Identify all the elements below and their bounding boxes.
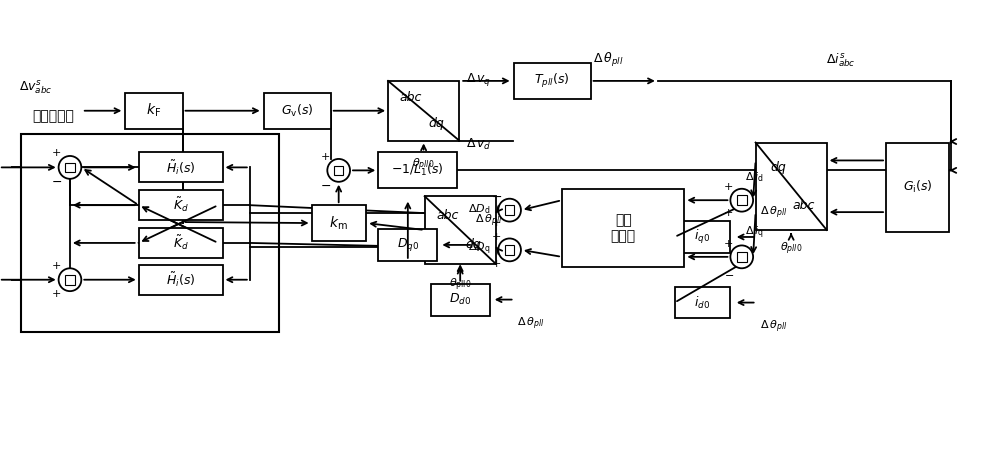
Text: +: +	[492, 218, 501, 228]
Text: dq: dq	[465, 239, 481, 252]
Text: $-$: $-$	[724, 269, 734, 279]
Text: $\Delta\,\theta_{pll}$: $\Delta\,\theta_{pll}$	[517, 315, 544, 332]
Bar	[125, 93, 183, 129]
Bar	[264, 93, 331, 129]
Text: $\Delta D_{\rm d}$: $\Delta D_{\rm d}$	[468, 202, 491, 216]
Text: $\tilde{H}_i(s)$: $\tilde{H}_i(s)$	[166, 158, 195, 177]
Text: $\Delta\,v_q$: $\Delta\,v_q$	[466, 72, 491, 88]
Circle shape	[59, 268, 81, 291]
Text: $\Delta\,v_d$: $\Delta\,v_d$	[466, 137, 492, 152]
Bar	[886, 143, 949, 232]
Text: 电流
控制器: 电流 控制器	[611, 213, 636, 243]
Circle shape	[498, 239, 521, 261]
Bar	[505, 206, 514, 215]
Text: $D_{d0}$: $D_{d0}$	[449, 292, 471, 307]
Text: abc: abc	[793, 199, 815, 212]
Bar	[139, 265, 223, 295]
Text: $\Delta\,\theta_{pll}$: $\Delta\,\theta_{pll}$	[475, 213, 502, 229]
Bar	[139, 190, 223, 220]
Text: $\Delta D_{\rm q}$: $\Delta D_{\rm q}$	[468, 241, 491, 257]
Text: $G_{\rm i}(s)$: $G_{\rm i}(s)$	[903, 179, 932, 195]
Bar	[505, 245, 514, 255]
Text: $-$: $-$	[491, 190, 502, 203]
Bar	[756, 143, 827, 230]
Text: $i_{d0}$: $i_{d0}$	[694, 294, 710, 311]
Text: +: +	[724, 208, 734, 218]
Text: $G_{\rm v}(s)$: $G_{\rm v}(s)$	[281, 103, 313, 119]
Bar	[378, 153, 457, 188]
Bar	[737, 252, 747, 262]
Text: $-1/L_1(s)$: $-1/L_1(s)$	[391, 162, 444, 179]
Circle shape	[730, 189, 753, 212]
Text: $\theta_{\rm pll0}$: $\theta_{\rm pll0}$	[449, 277, 471, 293]
Bar	[139, 153, 223, 182]
Text: $\Delta\,\theta_{pll}$: $\Delta\,\theta_{pll}$	[593, 51, 623, 69]
Text: $i_{q0}$: $i_{q0}$	[694, 228, 710, 246]
Bar	[65, 275, 75, 285]
Bar	[675, 287, 730, 319]
Text: dq: dq	[770, 160, 786, 173]
Circle shape	[327, 159, 350, 182]
Text: +: +	[321, 153, 331, 162]
Text: $T_{pll}(s)$: $T_{pll}(s)$	[534, 72, 570, 90]
Text: +: +	[492, 232, 501, 242]
Text: $\theta_{pll0}$: $\theta_{pll0}$	[780, 241, 802, 257]
Text: abc: abc	[400, 91, 422, 104]
Text: dq: dq	[429, 117, 444, 130]
Bar	[334, 166, 343, 175]
Text: $\Delta\,\theta_{pll}$: $\Delta\,\theta_{pll}$	[760, 318, 787, 335]
Text: $k_{\rm F}$: $k_{\rm F}$	[146, 102, 161, 120]
Bar	[21, 133, 279, 332]
Bar	[737, 195, 747, 205]
Bar	[139, 228, 223, 258]
Text: $\tilde{K}_d$: $\tilde{K}_d$	[173, 196, 189, 214]
Text: $\Delta v^s_{abc}$: $\Delta v^s_{abc}$	[19, 78, 52, 96]
Text: +: +	[724, 239, 734, 249]
Text: $\Delta i^s_{abc}$: $\Delta i^s_{abc}$	[826, 51, 855, 69]
Text: $\Delta\,i_{\rm q}$: $\Delta\,i_{\rm q}$	[745, 225, 763, 241]
Circle shape	[498, 199, 521, 221]
Text: +: +	[51, 148, 61, 159]
Text: $k_{\rm m}$: $k_{\rm m}$	[329, 214, 348, 232]
Text: +: +	[51, 289, 61, 299]
Text: +: +	[724, 182, 734, 192]
Text: $\Delta\,\theta_{pll}$: $\Delta\,\theta_{pll}$	[760, 205, 787, 221]
Text: +: +	[492, 259, 501, 269]
Circle shape	[59, 156, 81, 179]
Text: $\tilde{H}_i(s)$: $\tilde{H}_i(s)$	[166, 271, 195, 289]
Text: $-$: $-$	[51, 175, 62, 188]
Bar	[388, 81, 459, 140]
Bar	[431, 284, 490, 315]
Text: +: +	[51, 261, 61, 271]
Bar	[425, 196, 496, 264]
Text: $D_{q0}$: $D_{q0}$	[397, 236, 419, 253]
Text: $\tilde{K}_d$: $\tilde{K}_d$	[173, 234, 189, 252]
Text: $-$: $-$	[320, 179, 331, 192]
Text: abc: abc	[436, 209, 459, 222]
Bar	[675, 221, 730, 253]
Text: $\theta_{pll0}$: $\theta_{pll0}$	[412, 156, 435, 173]
Bar	[514, 63, 591, 99]
Text: $\Delta\,i_{\rm d}$: $\Delta\,i_{\rm d}$	[745, 171, 763, 184]
Bar	[312, 205, 366, 241]
Bar	[378, 229, 437, 261]
Text: 电流控制器: 电流控制器	[32, 110, 74, 124]
Circle shape	[730, 246, 753, 268]
Bar	[562, 189, 684, 267]
Bar	[65, 163, 75, 172]
